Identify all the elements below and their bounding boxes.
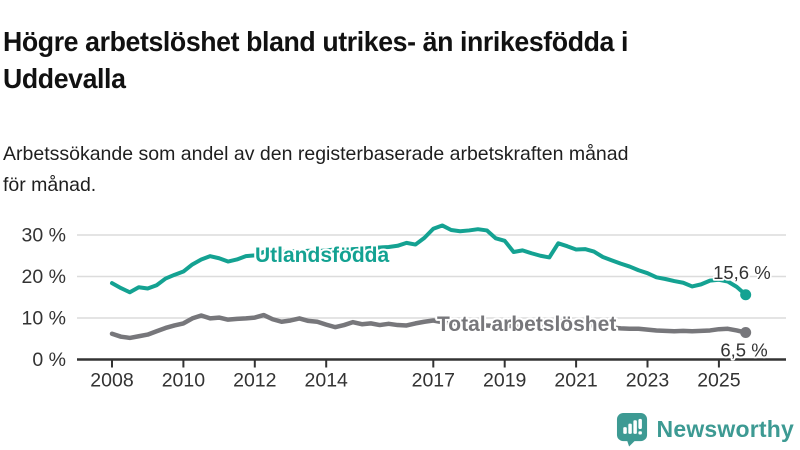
x-tick-label: 2025 [697,370,741,392]
series-end-dot-total-arbetsloshet [740,327,752,339]
page-subtitle: Arbetssökande som andel av den registerb… [3,142,629,196]
x-tick-label: 2014 [305,370,349,392]
series-label-total-arbetsloshet: Total arbetslöshet [437,313,616,336]
x-tick-label: 2021 [554,370,597,392]
page-title: Högre arbetslöshet bland utrikes- än inr… [3,26,628,95]
series-line-total-arbetsloshet [109,312,748,341]
x-tick-label: 2023 [626,370,669,392]
y-tick-label: 20 % [22,266,66,288]
end-value-label-utlandsfodda: 15,6 % [713,262,771,283]
newsworthy-logo[interactable]: Newsworthy [616,411,794,447]
y-tick-label: 10 % [22,308,66,330]
x-tick-label: 2008 [90,370,133,392]
series-line-utlandsfodda [110,223,748,297]
x-tick-label: 2010 [162,370,206,392]
end-value-label-total-arbetsloshet: 6,5 % [720,340,767,361]
series-end-dot-utlandsfodda [740,289,752,301]
y-tick-label: 0 % [32,349,66,371]
x-tick-label: 2017 [412,370,455,392]
series-label-utlandsfodda: Utlandsfödda [255,244,389,267]
bar-chart-speech-bubble-icon [616,412,647,446]
logo-wordmark: Newsworthy [656,415,794,442]
x-tick-label: 2012 [233,370,276,392]
y-tick-label: 30 % [22,225,66,247]
x-tick-label: 2019 [483,370,526,392]
